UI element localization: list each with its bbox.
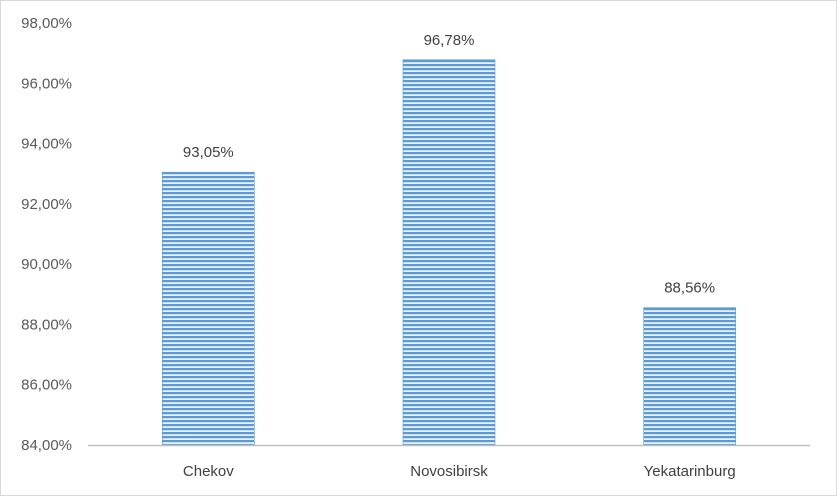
data-labels-group: 93,05% 96,78% 88,56% [183,32,715,297]
y-tick-label: 84,00% [21,437,72,454]
bar-yekatarinburg [643,307,736,446]
bar-chekov [162,171,255,446]
y-tick-label: 94,00% [21,136,72,153]
y-tick-label: 96,00% [21,75,72,92]
x-category-label: Chekov [183,463,234,480]
x-category-label: Yekatarinburg [644,463,736,480]
bar-novosibirsk [402,59,496,446]
data-label: 93,05% [183,144,234,161]
data-label: 96,78% [424,32,475,49]
y-tick-label: 88,00% [21,316,72,333]
data-label: 88,56% [664,280,715,297]
y-tick-label: 98,00% [21,15,72,32]
y-axis: 84,00% 86,00% 88,00% 90,00% 92,00% 94,00% 96,0… [21,15,72,454]
y-tick-label: 90,00% [21,256,72,273]
x-category-label: Novosibirsk [410,463,488,480]
y-tick-label: 92,00% [21,196,72,213]
y-tick-label: 86,00% [21,377,72,394]
x-axis: Chekov Novosibirsk Yekatarinburg [183,463,736,480]
bars-group [162,59,736,446]
